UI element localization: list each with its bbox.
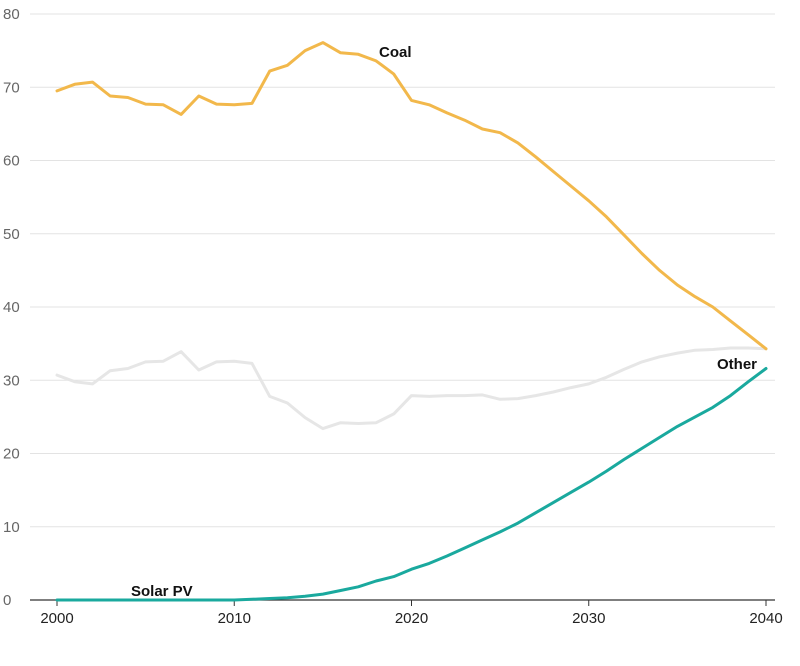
y-tick-label-80: 80	[3, 6, 20, 23]
y-tick-label-60: 60	[3, 153, 20, 170]
series-line-solar-pv	[55, 367, 768, 602]
y-tick-label-50: 50	[3, 226, 20, 243]
y-tick-label-20: 20	[3, 446, 20, 463]
y-tick-label-0: 0	[3, 592, 11, 609]
series-labels: Coal Other Solar PV	[131, 44, 757, 600]
x-tick-label-2000: 2000	[40, 610, 73, 627]
y-tick-label-70: 70	[3, 79, 20, 96]
series-line-other	[55, 346, 768, 431]
x-tick-label-2030: 2030	[572, 610, 605, 627]
x-axis: 2000 2010 2020 2030 2040	[30, 599, 783, 627]
x-tick-label-2020: 2020	[395, 610, 428, 627]
series-label-coal: Coal	[379, 44, 412, 61]
x-tick-label-2010: 2010	[218, 610, 251, 627]
y-tick-label-10: 10	[3, 519, 20, 536]
gridlines	[30, 13, 775, 528]
series-label-other: Other	[717, 356, 757, 373]
y-tick-label-40: 40	[3, 299, 20, 316]
series-label-solar-pv: Solar PV	[131, 583, 193, 600]
series-lines	[55, 41, 768, 602]
x-tick-label-2040: 2040	[749, 610, 782, 627]
series-line-coal	[55, 41, 768, 351]
y-tick-label-30: 30	[3, 372, 20, 389]
y-axis-tick-labels: 0 10 20 30 40 50 60 70 80	[3, 6, 20, 609]
